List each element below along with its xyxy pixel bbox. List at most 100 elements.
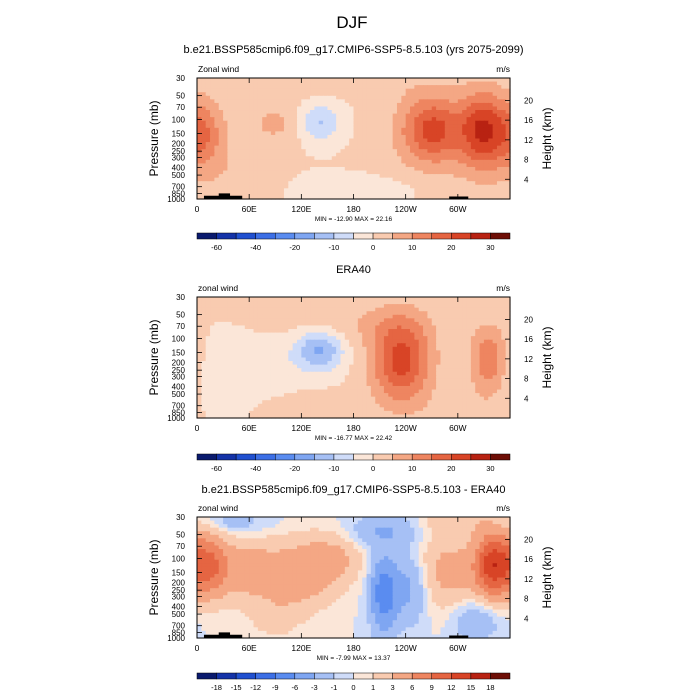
contour-cell bbox=[336, 329, 342, 334]
contour-cell bbox=[457, 382, 463, 387]
contour-cell bbox=[340, 181, 346, 186]
contour-cell bbox=[392, 318, 398, 323]
contour-cell bbox=[310, 378, 315, 384]
contour-cell bbox=[340, 385, 346, 391]
contour-cell bbox=[244, 314, 250, 319]
contour-cell bbox=[236, 403, 242, 408]
contour-cell bbox=[244, 346, 250, 351]
contour-cell bbox=[466, 307, 472, 312]
contour-cell bbox=[231, 314, 237, 319]
contour-cell bbox=[496, 88, 502, 93]
contour-cell bbox=[405, 152, 411, 157]
contour-cell bbox=[305, 307, 311, 312]
contour-cell bbox=[266, 385, 272, 391]
contour-cell bbox=[505, 95, 511, 100]
contour-cell bbox=[244, 163, 250, 168]
contour-cell bbox=[305, 321, 311, 327]
contour-cell bbox=[262, 321, 268, 327]
contour-cell bbox=[366, 124, 372, 129]
contour-cell bbox=[483, 314, 489, 319]
contour-cell bbox=[301, 159, 307, 165]
contour-cell bbox=[257, 110, 263, 115]
contour-cell bbox=[301, 174, 307, 179]
contour-cell bbox=[253, 195, 259, 200]
contour-cell bbox=[379, 378, 385, 384]
contour-cell bbox=[210, 138, 215, 143]
contour-cell bbox=[453, 117, 459, 122]
contour-cell bbox=[279, 350, 285, 355]
contour-cell bbox=[440, 368, 446, 373]
contour-cell bbox=[423, 127, 429, 132]
contour-cell bbox=[449, 314, 455, 319]
contour-cell bbox=[457, 410, 463, 416]
contour-cell bbox=[210, 78, 215, 83]
contour-cell bbox=[283, 106, 289, 111]
contour-cell bbox=[331, 343, 337, 348]
contour-cell bbox=[270, 85, 276, 90]
contour-cell bbox=[366, 382, 372, 387]
contour-cell bbox=[370, 113, 376, 118]
contour-cell bbox=[205, 102, 211, 108]
contour-cell bbox=[466, 400, 472, 405]
contour-cell bbox=[262, 134, 268, 140]
contour-cell bbox=[418, 332, 424, 337]
contour-cell bbox=[479, 346, 485, 351]
contour-cell bbox=[475, 85, 481, 90]
contour-cell bbox=[466, 368, 472, 373]
contour-cell bbox=[344, 124, 350, 129]
contour-cell bbox=[305, 131, 311, 136]
contour-cell bbox=[344, 343, 350, 348]
contour-cell bbox=[505, 181, 511, 186]
contour-cell bbox=[483, 329, 489, 334]
contour-cell bbox=[410, 127, 415, 132]
contour-cell bbox=[431, 396, 437, 401]
contour-cell bbox=[392, 400, 398, 405]
contour-cell bbox=[223, 85, 229, 90]
contour-cell bbox=[323, 177, 329, 182]
contour-cell bbox=[257, 145, 263, 150]
contour-cell bbox=[388, 127, 394, 132]
contour-cell bbox=[340, 346, 346, 351]
contour-cell bbox=[210, 382, 215, 387]
contour-cell bbox=[479, 353, 485, 359]
contour-cell bbox=[423, 156, 429, 161]
contour-cell bbox=[466, 396, 472, 401]
contour-cell bbox=[496, 92, 502, 97]
contour-cell bbox=[483, 410, 489, 416]
contour-cell bbox=[331, 127, 337, 132]
contour-cell bbox=[327, 343, 333, 348]
contour-cell bbox=[288, 346, 294, 351]
contour-cell bbox=[331, 142, 337, 147]
colorbar-label: -40 bbox=[250, 243, 261, 252]
contour-cell bbox=[292, 106, 298, 111]
contour-cell bbox=[253, 318, 259, 323]
contour-cell bbox=[323, 393, 329, 398]
contour-cell bbox=[236, 318, 242, 323]
contour-cell bbox=[323, 346, 329, 351]
contour-cell bbox=[292, 110, 298, 115]
contour-cell bbox=[266, 407, 272, 412]
contour-cell bbox=[427, 350, 433, 355]
contour-cell bbox=[270, 78, 276, 83]
contour-cell bbox=[262, 339, 268, 344]
colorbar-label: 30 bbox=[486, 243, 494, 252]
contour-cell bbox=[344, 142, 350, 147]
contour-cell bbox=[505, 403, 511, 408]
contour-cell bbox=[201, 336, 207, 341]
contour-cell bbox=[483, 166, 489, 172]
contour-cell bbox=[431, 145, 437, 150]
contour-cell bbox=[475, 78, 481, 83]
contour-cell bbox=[253, 78, 259, 83]
contour-cell bbox=[314, 297, 320, 302]
contour-cell bbox=[236, 382, 242, 387]
contour-cell bbox=[210, 321, 215, 327]
contour-cell bbox=[305, 117, 311, 122]
contour-cell bbox=[279, 170, 285, 175]
contour-cell bbox=[314, 371, 320, 376]
contour-cell bbox=[257, 152, 263, 157]
contour-cell bbox=[323, 95, 329, 100]
contour-cell bbox=[231, 88, 237, 93]
contour-cell bbox=[427, 181, 433, 186]
contour-cell bbox=[249, 117, 255, 122]
contour-cell bbox=[410, 364, 415, 369]
